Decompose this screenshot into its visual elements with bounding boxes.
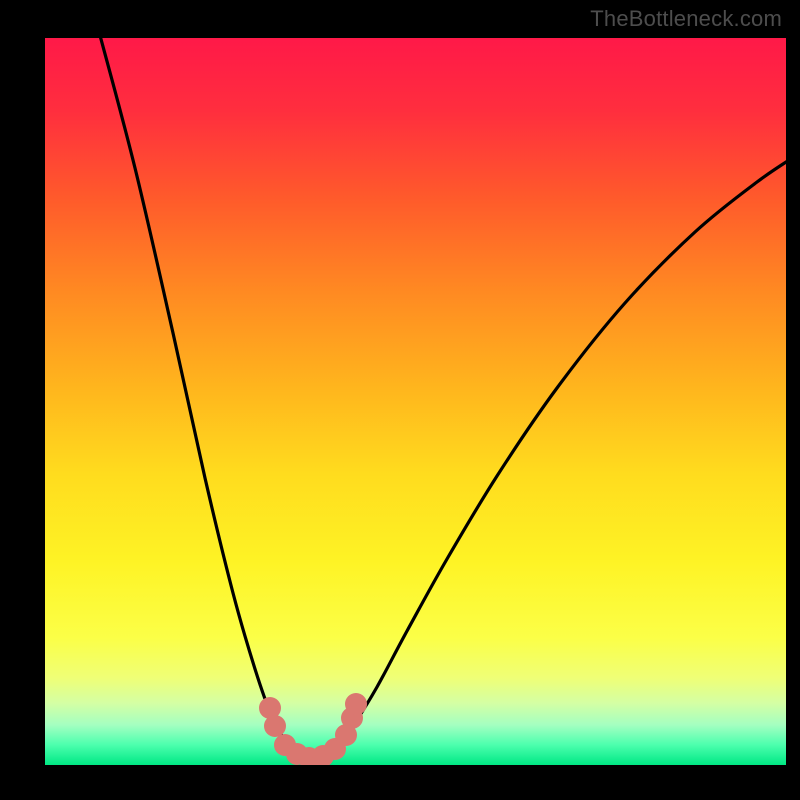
plot-area — [45, 38, 786, 765]
highlight-dot — [264, 715, 286, 737]
frame-right — [786, 0, 800, 800]
watermark-text: TheBottleneck.com — [590, 6, 782, 32]
highlight-dots — [45, 38, 786, 765]
frame-bottom — [0, 765, 800, 800]
frame-left — [0, 0, 45, 800]
highlight-dot — [345, 693, 367, 715]
